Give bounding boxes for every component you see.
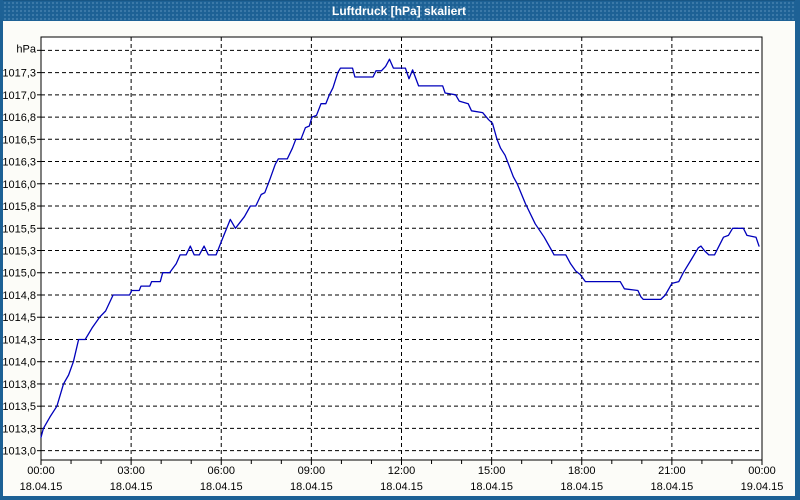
svg-text:1015,0: 1015,0 xyxy=(3,268,36,280)
svg-text:18.04.15: 18.04.15 xyxy=(470,481,513,493)
svg-text:18.04.15: 18.04.15 xyxy=(20,481,63,493)
svg-text:1013,8: 1013,8 xyxy=(3,379,36,391)
svg-text:12:00: 12:00 xyxy=(388,465,416,477)
svg-text:18.04.15: 18.04.15 xyxy=(110,481,153,493)
window-titlebar[interactable]: Luftdruck [hPa] skaliert xyxy=(3,0,795,21)
svg-text:06:00: 06:00 xyxy=(207,465,235,477)
svg-text:21:00: 21:00 xyxy=(658,465,686,477)
svg-text:00:00: 00:00 xyxy=(748,465,776,477)
svg-text:1016,0: 1016,0 xyxy=(3,179,36,191)
svg-text:15:00: 15:00 xyxy=(478,465,506,477)
svg-text:18.04.15: 18.04.15 xyxy=(560,481,603,493)
svg-text:00:00: 00:00 xyxy=(27,465,55,477)
svg-text:hPa: hPa xyxy=(16,43,36,55)
svg-text:18.04.15: 18.04.15 xyxy=(650,481,693,493)
svg-text:1014,5: 1014,5 xyxy=(3,312,36,324)
window-title: Luftdruck [hPa] skaliert xyxy=(331,4,467,18)
svg-text:1017,0: 1017,0 xyxy=(3,90,36,102)
svg-text:18.04.15: 18.04.15 xyxy=(380,481,423,493)
svg-text:1015,3: 1015,3 xyxy=(3,246,36,258)
svg-text:1014,3: 1014,3 xyxy=(3,334,36,346)
svg-text:1016,8: 1016,8 xyxy=(3,112,36,124)
svg-text:18.04.15: 18.04.15 xyxy=(200,481,243,493)
svg-text:19.04.15: 19.04.15 xyxy=(741,481,784,493)
svg-text:1013,3: 1013,3 xyxy=(3,423,36,435)
svg-text:18.04.15: 18.04.15 xyxy=(290,481,333,493)
svg-text:1015,5: 1015,5 xyxy=(3,223,36,235)
axis-labels: 1013,0 1013,3 1013,5 1013,8 1014,0 1014,3 1014… xyxy=(3,43,783,493)
svg-text:1013,0: 1013,0 xyxy=(3,446,36,458)
svg-text:1017,3: 1017,3 xyxy=(3,68,36,80)
grid-layer xyxy=(37,37,763,465)
pressure-line xyxy=(40,58,760,438)
svg-text:1016,5: 1016,5 xyxy=(3,134,36,146)
svg-text:09:00: 09:00 xyxy=(298,465,326,477)
chart-container: 1013,0 1013,3 1013,5 1013,8 1014,0 1014,3 1014… xyxy=(3,21,795,496)
svg-text:1014,0: 1014,0 xyxy=(3,357,36,369)
svg-text:1016,3: 1016,3 xyxy=(3,157,36,169)
pressure-chart: 1013,0 1013,3 1013,5 1013,8 1014,0 1014,3 1014… xyxy=(3,36,783,493)
svg-text:1015,8: 1015,8 xyxy=(3,201,36,213)
svg-text:03:00: 03:00 xyxy=(117,465,145,477)
svg-text:1013,5: 1013,5 xyxy=(3,401,36,413)
svg-text:18:00: 18:00 xyxy=(568,465,596,477)
svg-text:1014,8: 1014,8 xyxy=(3,290,36,302)
